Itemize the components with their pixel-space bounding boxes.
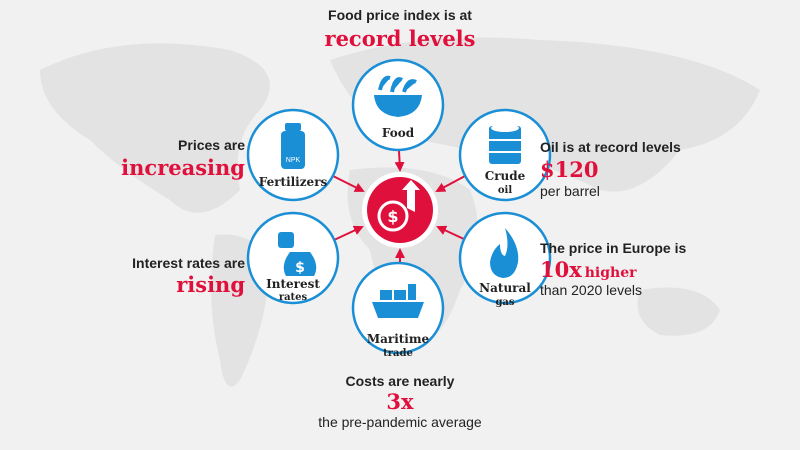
node-label: Food xyxy=(382,126,415,140)
svg-text:$: $ xyxy=(295,260,305,276)
arrow xyxy=(333,225,364,241)
arrow xyxy=(435,175,466,192)
node-sublabel: trade xyxy=(383,348,413,359)
node-sublabel: rates xyxy=(279,292,308,303)
callout-highlight: rising xyxy=(176,272,245,297)
callout-highlight-line: 10x higher xyxy=(540,257,637,282)
callout-outro: the pre-pandemic average xyxy=(318,414,482,430)
callout-highlight: $120 xyxy=(540,157,598,182)
callout-highlight: 3x xyxy=(386,389,414,414)
node-food: Food xyxy=(351,58,445,152)
node-sublabel: oil xyxy=(498,185,512,196)
callout-fertilizers: Prices are increasing xyxy=(121,137,245,180)
callout-highlight-suffix: higher xyxy=(585,265,637,281)
callout-food: Food price index is at record levels xyxy=(325,7,476,51)
node-label: Crude xyxy=(485,169,526,183)
arrow xyxy=(332,175,365,192)
node-natural-gas: Natural gas xyxy=(458,211,552,308)
callout-intro: Oil is at record levels xyxy=(540,139,681,155)
arrow xyxy=(436,225,467,241)
callout-highlight: 10x xyxy=(540,257,582,282)
node-crude-oil: Crude oil xyxy=(458,108,552,202)
node-label: Fertilizers xyxy=(259,175,328,189)
callout-oil: Oil is at record levels $120 per barrel xyxy=(540,139,681,199)
center-icon: $ xyxy=(362,172,438,248)
node-label: Interest xyxy=(266,277,320,291)
callout-highlight: record levels xyxy=(325,26,476,51)
callout-outro: than 2020 levels xyxy=(540,282,642,298)
svg-text:$: $ xyxy=(387,207,398,226)
callout-intro: Interest rates are xyxy=(132,255,245,271)
callout-intro: Prices are xyxy=(178,137,245,153)
node-label: Natural xyxy=(479,281,531,295)
icon-label: NPK xyxy=(286,157,301,164)
node-label: Maritime xyxy=(367,332,430,346)
callout-intro: Costs are nearly xyxy=(346,373,455,389)
callout-highlight: increasing xyxy=(121,155,245,180)
callout-gas: The price in Europe is 10x higher than 20… xyxy=(540,240,686,298)
callout-intro: Food price index is at xyxy=(328,7,472,23)
node-fertilizers: NPK Fertilizers xyxy=(246,108,340,202)
callout-maritime: Costs are nearly 3x the pre-pandemic ave… xyxy=(318,373,482,430)
node-sublabel: gas xyxy=(495,297,514,308)
callout-outro: per barrel xyxy=(540,183,600,199)
node-interest-rates: $ Interest rates xyxy=(246,211,340,305)
callout-interest: Interest rates are rising xyxy=(132,255,245,297)
arrow xyxy=(394,150,405,172)
node-maritime-trade: Maritime trade xyxy=(351,261,445,359)
callout-intro: The price in Europe is xyxy=(540,240,686,256)
